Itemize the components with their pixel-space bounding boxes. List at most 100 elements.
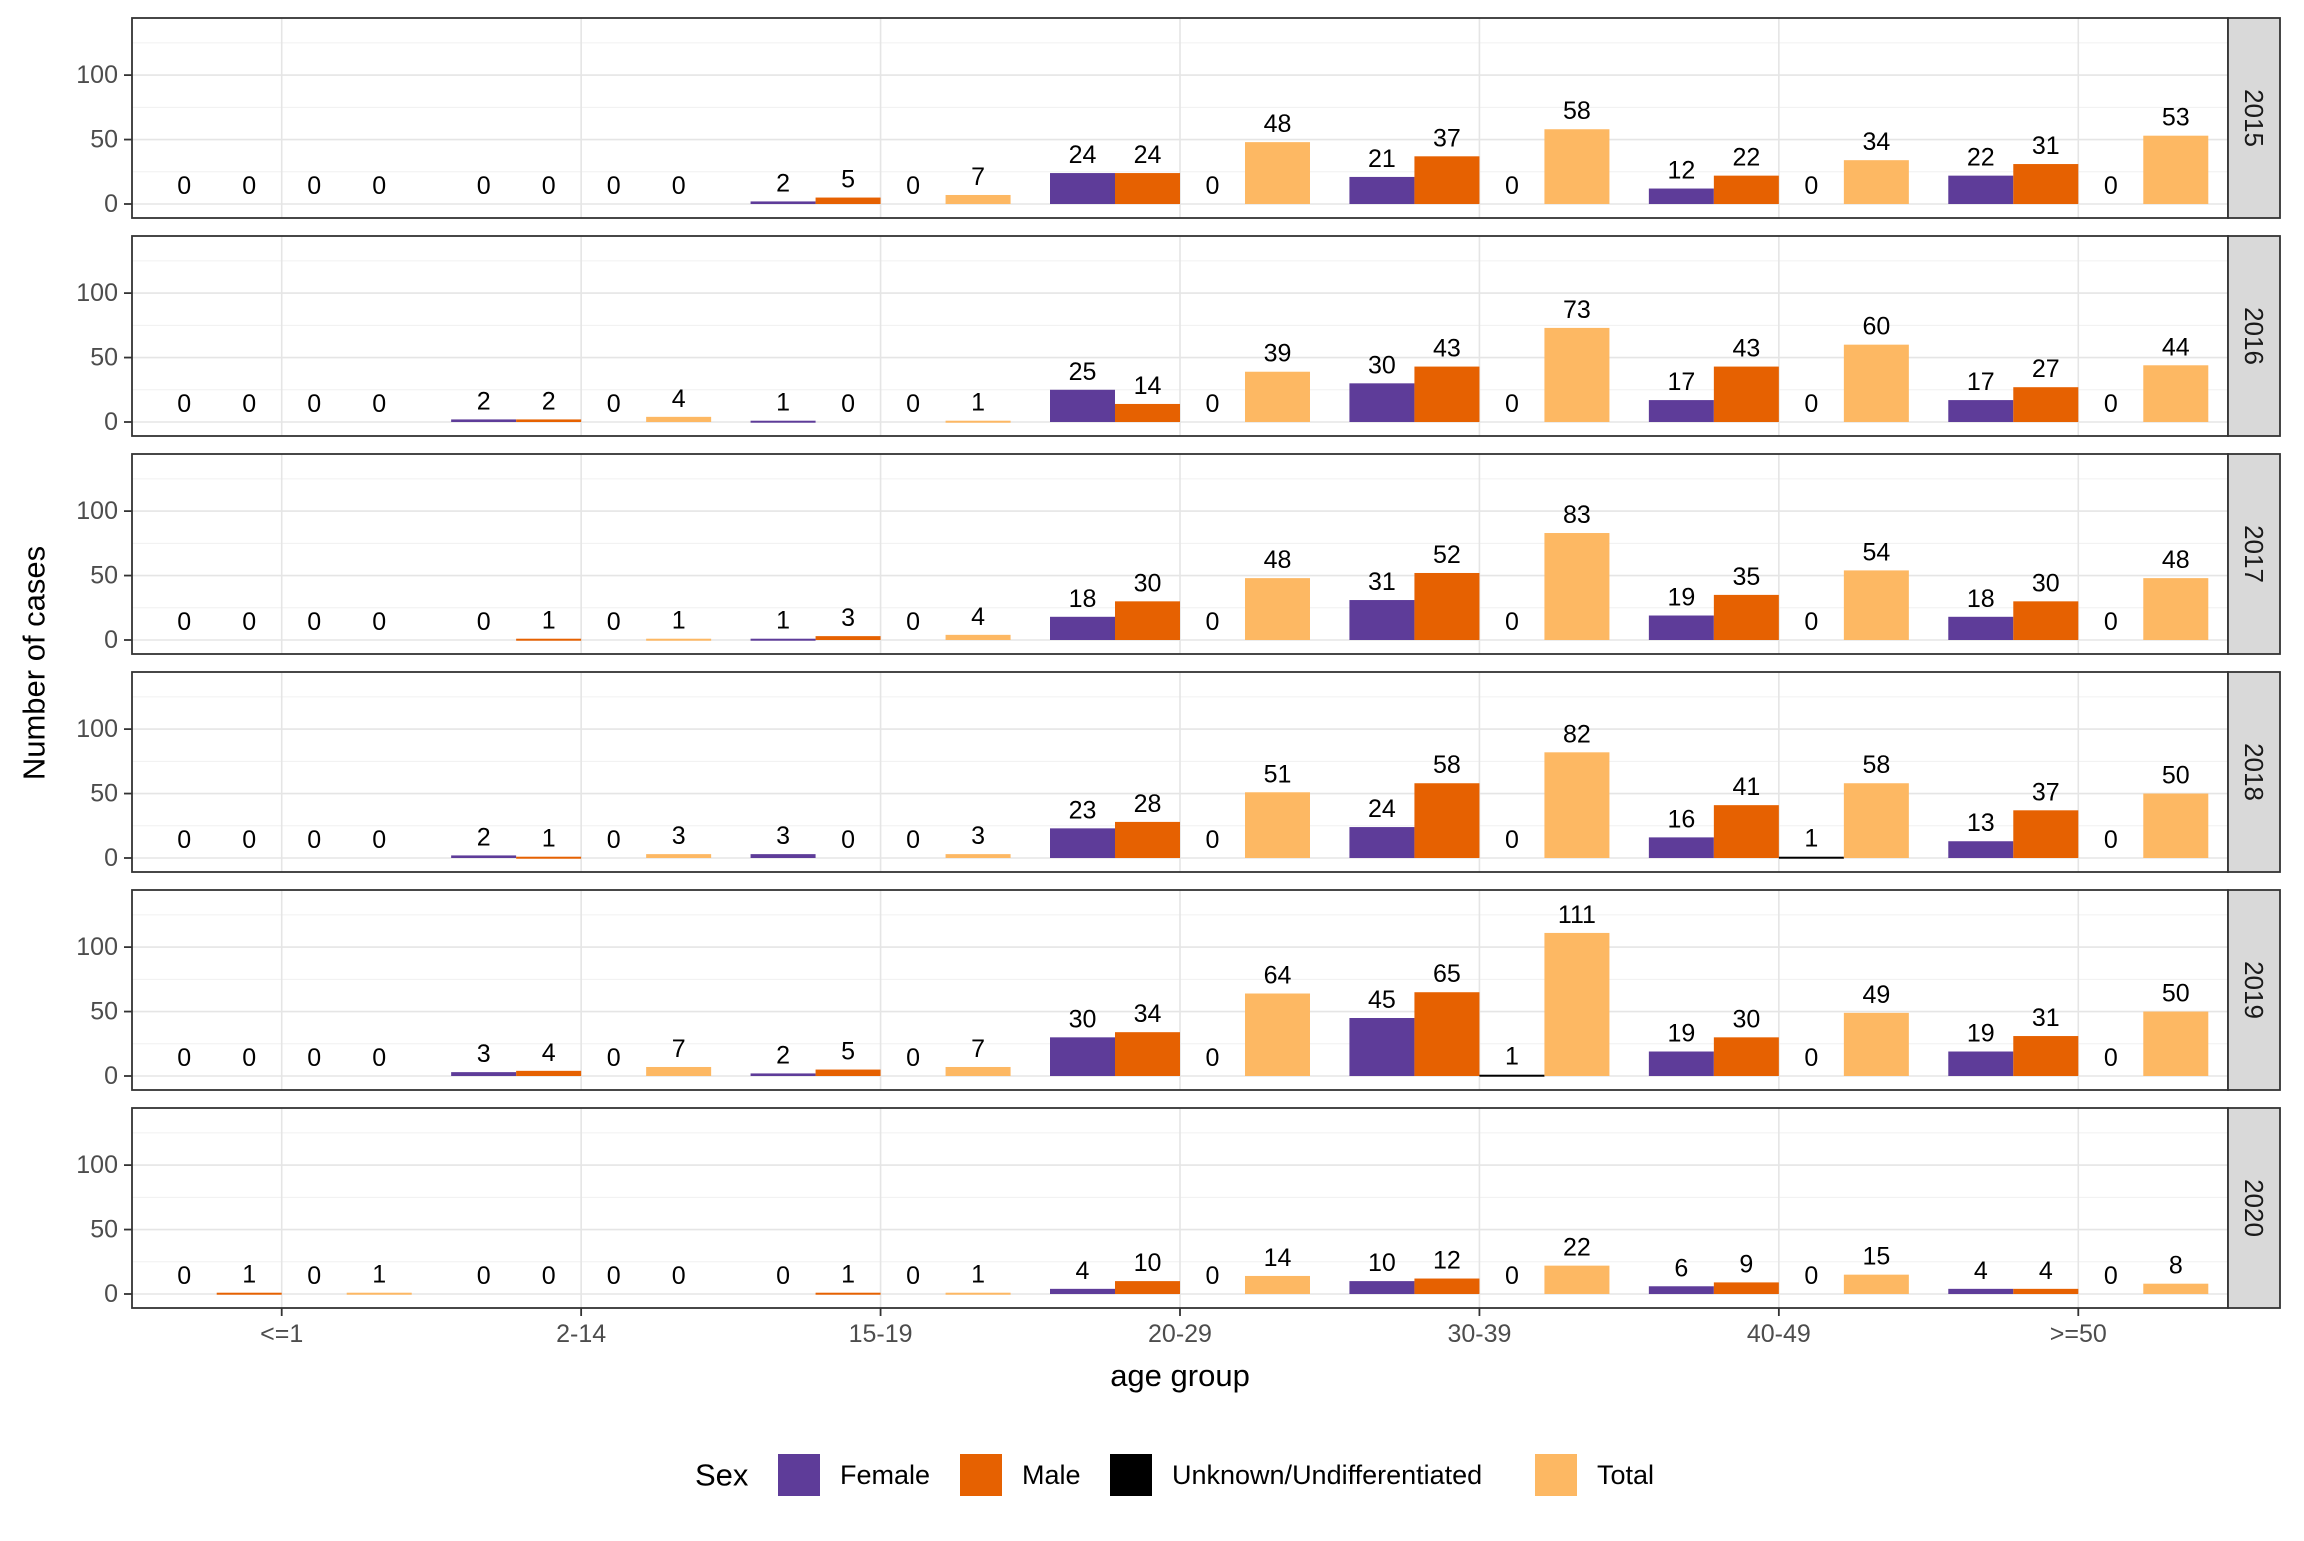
y-tick-label: 100 — [76, 933, 118, 961]
data-label: 3 — [672, 822, 686, 850]
y-tick-label: 50 — [90, 562, 118, 590]
data-label: 0 — [177, 608, 191, 636]
legend-swatch — [1110, 1454, 1152, 1496]
bar-female — [451, 419, 517, 422]
data-label: 0 — [477, 1262, 491, 1290]
data-label: 54 — [1862, 538, 1890, 566]
data-label: 83 — [1563, 501, 1591, 529]
data-label: 0 — [2104, 608, 2118, 636]
data-label: 19 — [1967, 1020, 1995, 1048]
bar-male — [1414, 572, 1480, 640]
data-label: 6 — [1674, 1254, 1688, 1282]
y-tick-label: 50 — [90, 126, 118, 154]
bar-total — [945, 634, 1011, 640]
facet-label: 2020 — [2239, 1179, 2269, 1237]
bar-total — [1245, 792, 1310, 858]
facet-label: 2018 — [2239, 743, 2269, 801]
data-label: 31 — [2032, 1004, 2060, 1032]
bar-female — [1050, 389, 1115, 422]
bar-total — [1544, 533, 1610, 640]
data-label: 0 — [1206, 1044, 1220, 1072]
data-label: 13 — [1967, 809, 1995, 837]
data-label: 64 — [1264, 962, 1292, 990]
data-label: 30 — [1069, 1005, 1097, 1033]
data-label: 9 — [1739, 1250, 1753, 1278]
y-axis-title: Number of cases — [17, 546, 52, 780]
bar-male — [2013, 601, 2079, 640]
data-label: 0 — [906, 1044, 920, 1072]
y-tick-label: 0 — [104, 408, 118, 436]
facet-strip — [2227, 1107, 2281, 1309]
data-label: 0 — [307, 390, 321, 418]
data-label: 0 — [1505, 608, 1519, 636]
data-label: 16 — [1667, 805, 1695, 833]
bar-male — [1713, 366, 1779, 422]
data-label: 5 — [841, 166, 855, 194]
data-label: 4 — [971, 603, 985, 631]
data-label: 17 — [1967, 368, 1995, 396]
bar-female — [1948, 1051, 2014, 1076]
x-tick-label: 40-49 — [1747, 1320, 1811, 1348]
data-label: 0 — [372, 172, 386, 200]
bar-male — [1713, 175, 1779, 204]
legend-swatch — [960, 1454, 1002, 1496]
data-label: 60 — [1862, 313, 1890, 341]
data-label: 7 — [971, 1035, 985, 1063]
data-label: 0 — [477, 608, 491, 636]
bar-female — [1948, 400, 2014, 422]
data-label: 0 — [1804, 1262, 1818, 1290]
bar-male — [815, 1069, 881, 1076]
legend-label: Total — [1597, 1460, 1654, 1490]
bar-female — [451, 1072, 517, 1076]
y-tick-label: 100 — [76, 61, 118, 89]
data-label: 0 — [372, 390, 386, 418]
x-tick-label: 30-39 — [1447, 1320, 1511, 1348]
data-label: 27 — [2032, 355, 2060, 383]
data-label: 7 — [971, 163, 985, 191]
bar-male — [2013, 387, 2079, 422]
bar-female — [750, 201, 816, 204]
bar-male — [516, 1070, 582, 1076]
data-label: 35 — [1732, 563, 1760, 591]
data-label: 0 — [1206, 608, 1220, 636]
bar-female — [1648, 188, 1714, 204]
data-label: 0 — [906, 1262, 920, 1290]
data-label: 0 — [607, 608, 621, 636]
bar-female — [1648, 400, 1714, 422]
data-label: 0 — [2104, 1262, 2118, 1290]
y-tick-label: 100 — [76, 1151, 118, 1179]
data-label: 52 — [1433, 541, 1461, 569]
data-label: 19 — [1667, 1020, 1695, 1048]
bar-male — [2013, 1036, 2079, 1076]
data-label: 0 — [1505, 826, 1519, 854]
bar-total — [1544, 129, 1610, 204]
bar-total — [1544, 1265, 1610, 1294]
bar-female — [1349, 1018, 1415, 1076]
data-label: 0 — [242, 1044, 256, 1072]
data-label: 0 — [2104, 826, 2118, 854]
bar-total — [346, 1292, 412, 1295]
bar-total — [1843, 1274, 1909, 1294]
bar-total — [646, 1066, 712, 1076]
bar-female — [750, 420, 816, 423]
bar-female — [1050, 173, 1115, 204]
y-tick-label: 0 — [104, 844, 118, 872]
bar-female — [1349, 176, 1415, 204]
data-label: 0 — [177, 1262, 191, 1290]
data-label: 43 — [1732, 335, 1760, 363]
data-label: 0 — [307, 1044, 321, 1072]
bar-female — [1948, 841, 2014, 858]
bar-total — [1245, 578, 1310, 640]
data-label: 0 — [1206, 172, 1220, 200]
y-tick-label: 0 — [104, 1280, 118, 1308]
data-label: 2 — [477, 387, 491, 415]
data-label: 0 — [177, 172, 191, 200]
bar-male — [1713, 594, 1779, 640]
data-label: 30 — [1134, 569, 1162, 597]
bar-male — [815, 1292, 881, 1295]
y-tick-label: 50 — [90, 1216, 118, 1244]
data-label: 0 — [242, 826, 256, 854]
data-label: 0 — [1804, 1044, 1818, 1072]
bar-total — [1544, 932, 1610, 1076]
